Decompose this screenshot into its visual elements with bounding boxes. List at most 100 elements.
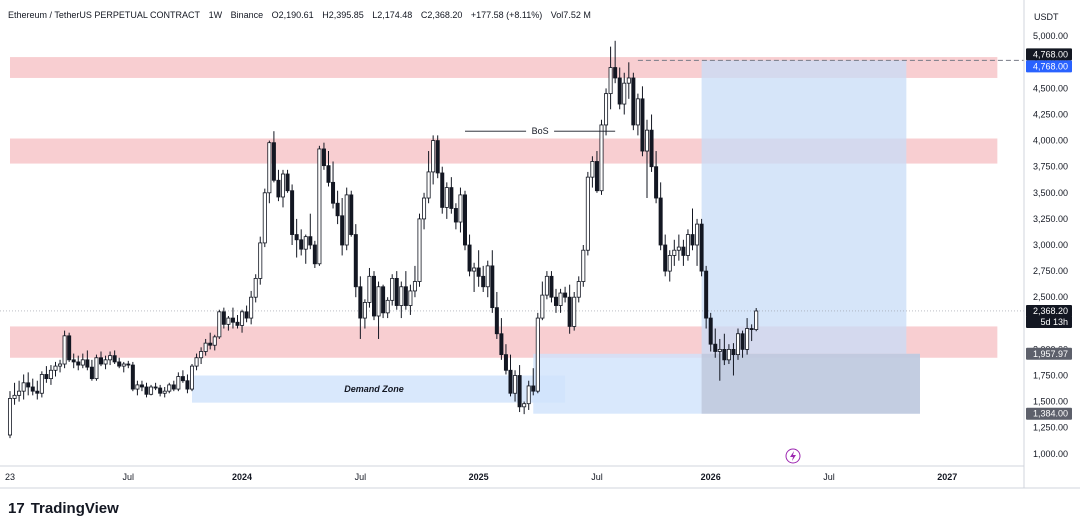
candle xyxy=(139,380,144,392)
candle-body-down xyxy=(494,307,499,335)
time-axis[interactable]: 23 Jul 2024 Jul 2025 Jul 2026 Jul 2027 xyxy=(5,472,957,482)
candle-body-up xyxy=(695,223,700,246)
tradingview-logo-icon: 17 xyxy=(8,500,25,517)
candle xyxy=(522,401,527,415)
price-badge-label: 2,368.20 xyxy=(1033,306,1068,316)
x-tick-label: 23 xyxy=(5,472,15,482)
candle xyxy=(385,297,390,319)
candle-body-down xyxy=(358,286,363,319)
y-tick-label: 1,000.00 xyxy=(1033,449,1068,459)
candle-body-down xyxy=(740,333,745,350)
candle xyxy=(331,161,336,209)
candle-body-down xyxy=(76,361,81,366)
candle-body-up xyxy=(540,294,545,319)
candle xyxy=(85,350,90,371)
candle-body-down xyxy=(349,194,354,235)
candle-body-down xyxy=(549,275,554,298)
candle xyxy=(208,332,213,350)
candle xyxy=(390,274,395,306)
candle xyxy=(426,151,431,204)
price-badge-bg xyxy=(1026,315,1072,328)
candle-body-down xyxy=(476,267,481,277)
candle xyxy=(267,140,272,204)
candle-body-up xyxy=(590,161,595,178)
candle xyxy=(708,312,713,352)
candle-body-up xyxy=(385,299,390,314)
candle-body-up xyxy=(167,384,172,392)
candle-body-up xyxy=(17,390,22,396)
candle xyxy=(89,359,94,381)
candle-body-up xyxy=(240,311,245,326)
candle-body-up xyxy=(581,249,586,282)
candle xyxy=(681,239,686,266)
candle xyxy=(576,276,581,303)
y-tick-label: 1,750.00 xyxy=(1033,371,1068,381)
high-value: H2,395.85 xyxy=(322,10,364,20)
candle-body-up xyxy=(726,348,731,361)
candle-body-down xyxy=(326,165,331,183)
candle xyxy=(440,166,445,214)
candle xyxy=(608,46,613,110)
change-value: +177.58 (+8.11%) xyxy=(470,10,543,20)
candle-body-down xyxy=(321,148,326,167)
candle xyxy=(149,384,154,396)
candle xyxy=(599,119,604,195)
candle-body-up xyxy=(626,77,631,84)
candle-body-up xyxy=(162,390,167,394)
candle-body-down xyxy=(594,161,599,192)
candle xyxy=(176,372,181,392)
candle-body-up xyxy=(535,317,540,392)
y-tick-label: 4,000.00 xyxy=(1033,136,1068,146)
candle xyxy=(554,288,559,313)
symbol-name[interactable]: Ethereum / TetherUS PERPETUAL CONTRACT xyxy=(8,10,201,20)
candle xyxy=(62,330,67,369)
candle-body-down xyxy=(658,197,663,246)
candle-body-up xyxy=(513,375,518,394)
candle-body-down xyxy=(340,215,345,246)
candle xyxy=(276,169,281,202)
candle xyxy=(67,332,72,362)
price-axis[interactable]: 5,000.004,750.004,500.004,250.004,000.00… xyxy=(1033,31,1068,459)
candle-body-down xyxy=(722,348,727,361)
candle xyxy=(230,307,235,329)
candle xyxy=(403,271,408,310)
candle-body-up xyxy=(444,187,449,208)
price-badge-label: 4,768.00 xyxy=(1033,61,1068,71)
lightning-icon[interactable] xyxy=(785,448,801,464)
candle xyxy=(30,378,35,396)
volume-value: Vol7.52 M xyxy=(550,10,591,20)
currency-label: USDT xyxy=(1034,12,1059,22)
candle-body-down xyxy=(481,275,486,288)
candle-body-up xyxy=(717,348,722,352)
candle-body-up xyxy=(676,246,681,251)
candle xyxy=(631,72,636,131)
candle-body-up xyxy=(367,275,372,303)
candle xyxy=(280,169,285,208)
x-tick-label: Jul xyxy=(591,472,603,482)
candle-body-down xyxy=(85,359,90,368)
candle-body-up xyxy=(103,359,108,365)
candle-body-down xyxy=(403,286,408,306)
candle xyxy=(290,184,295,245)
candle-body-up xyxy=(408,290,413,306)
candle-body-down xyxy=(130,364,135,390)
candle xyxy=(71,353,76,369)
x-tick-label: Jul xyxy=(123,472,135,482)
candle xyxy=(308,213,313,250)
candle-body-down xyxy=(690,234,695,246)
x-tick-label: Jul xyxy=(355,472,367,482)
price-badge-bg xyxy=(1026,60,1072,73)
candle xyxy=(567,284,572,334)
y-tick-label: 3,500.00 xyxy=(1033,188,1068,198)
candle-body-down xyxy=(276,179,281,198)
candle-body-down xyxy=(394,278,399,306)
candle-body-up xyxy=(362,302,367,319)
candle xyxy=(158,384,163,397)
y-tick-label: 3,750.00 xyxy=(1033,162,1068,172)
candle xyxy=(503,344,508,375)
interval-label[interactable]: 1W xyxy=(208,10,223,20)
zones-layer xyxy=(0,57,1024,414)
candle xyxy=(217,309,222,339)
price-badge-bg xyxy=(1026,407,1072,420)
